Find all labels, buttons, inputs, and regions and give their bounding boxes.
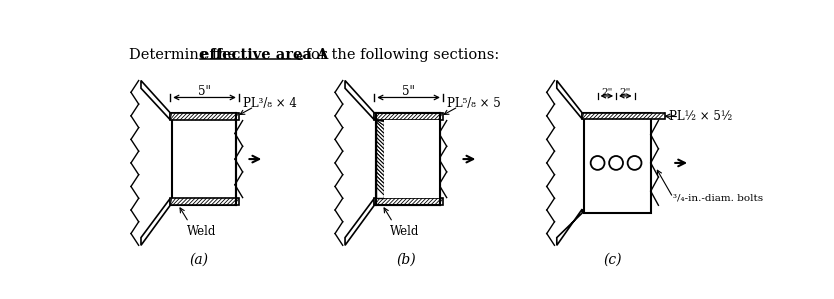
Polygon shape (557, 209, 582, 245)
Polygon shape (170, 113, 239, 120)
Text: PL½ × 5½: PL½ × 5½ (669, 110, 732, 123)
Polygon shape (345, 80, 374, 120)
Polygon shape (557, 80, 582, 119)
Polygon shape (376, 113, 440, 205)
Text: PL³/₈ × 4: PL³/₈ × 4 (243, 97, 297, 110)
Polygon shape (172, 113, 236, 205)
Text: 2": 2" (601, 88, 612, 97)
Text: 5": 5" (402, 85, 415, 98)
Text: for the following sections:: for the following sections: (301, 48, 500, 62)
Text: e: e (296, 51, 303, 62)
Polygon shape (374, 113, 443, 120)
Polygon shape (584, 113, 651, 213)
Polygon shape (345, 198, 374, 245)
Polygon shape (170, 198, 239, 205)
Polygon shape (582, 113, 666, 119)
Text: Weld: Weld (389, 225, 419, 237)
Text: 5": 5" (198, 85, 211, 98)
Text: PL⁵/₈ × 5: PL⁵/₈ × 5 (447, 97, 500, 110)
Text: ³/₄-in.-diam. bolts: ³/₄-in.-diam. bolts (673, 193, 763, 202)
Text: Weld: Weld (187, 225, 217, 237)
Polygon shape (374, 198, 443, 205)
Text: (b): (b) (397, 253, 416, 267)
Text: Determine the: Determine the (129, 48, 241, 62)
Text: (c): (c) (604, 253, 622, 267)
Text: (a): (a) (189, 253, 208, 267)
Polygon shape (384, 120, 440, 198)
Polygon shape (141, 80, 170, 120)
Polygon shape (141, 198, 170, 245)
Text: effective area A: effective area A (200, 48, 329, 62)
Text: 2": 2" (620, 88, 631, 97)
Polygon shape (376, 120, 384, 198)
